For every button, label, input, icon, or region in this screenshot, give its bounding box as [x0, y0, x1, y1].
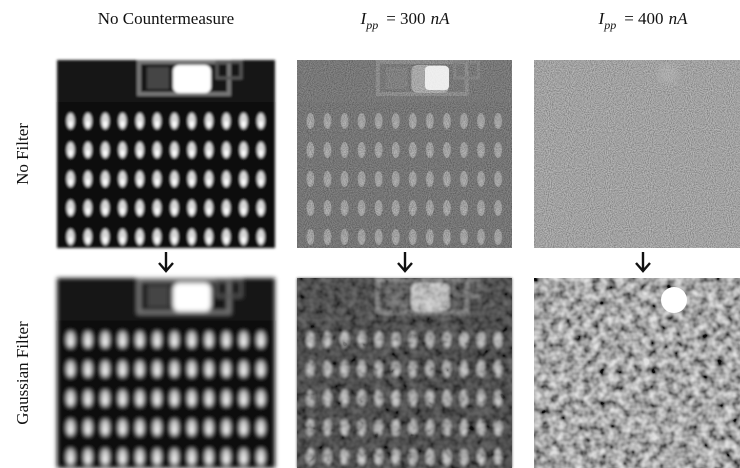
image-panel [534, 278, 740, 468]
column-title: No Countermeasure [98, 9, 234, 28]
figure: No Countermeasure Ipp= 300nA Ipp= 400nA … [0, 0, 740, 468]
relation: = 300 [386, 9, 425, 28]
unit: nA [431, 9, 451, 28]
image-panel [297, 278, 512, 468]
image-panel [57, 60, 275, 248]
image-panel [297, 60, 512, 248]
unit: nA [669, 9, 689, 28]
arrow [159, 252, 173, 271]
arrow [636, 252, 650, 271]
image-panel [534, 60, 740, 248]
arrow [398, 252, 412, 271]
row-label: Gaussian Filter [13, 321, 32, 425]
subscript: pp [365, 18, 378, 32]
image-panel [57, 278, 275, 468]
subscript: pp [603, 18, 616, 32]
relation: = 400 [624, 9, 663, 28]
row-label: No Filter [13, 123, 32, 185]
